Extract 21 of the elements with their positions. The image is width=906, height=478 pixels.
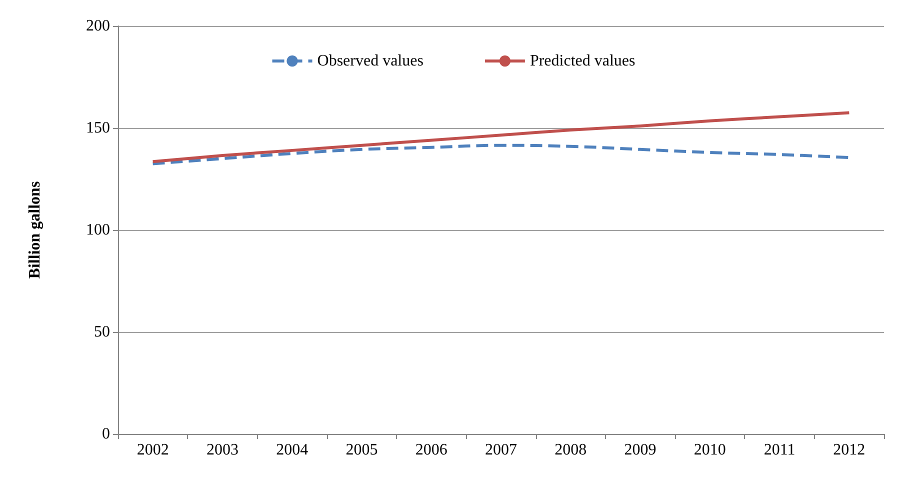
x-tick-label: 2005 [346, 442, 378, 458]
line-series [151, 111, 851, 164]
legend-label: Observed values [317, 52, 424, 70]
x-tick-label: 2003 [206, 442, 238, 458]
legend-label: Predicted values [530, 52, 636, 70]
y-tick-label: 0 [102, 426, 110, 442]
x-tick-label: 2004 [276, 442, 308, 458]
y-tick-label: 100 [86, 222, 110, 238]
y-axis-title: Billion gallons [26, 181, 44, 279]
x-tick-label: 2011 [764, 442, 796, 458]
x-tick-label: 2009 [624, 442, 656, 458]
y-tick-label: 200 [86, 18, 110, 34]
y-tick-label: 50 [94, 324, 110, 340]
x-tick-label: 2012 [833, 442, 866, 458]
x-tick-label: 2007 [485, 442, 517, 458]
x-tick-label: 2002 [136, 442, 169, 458]
x-tick-label: 2010 [694, 442, 726, 458]
x-tick-label: 2008 [554, 442, 587, 458]
line-series [151, 144, 851, 166]
x-tick-label: 2006 [415, 442, 448, 458]
y-tick-label: 150 [86, 120, 110, 136]
